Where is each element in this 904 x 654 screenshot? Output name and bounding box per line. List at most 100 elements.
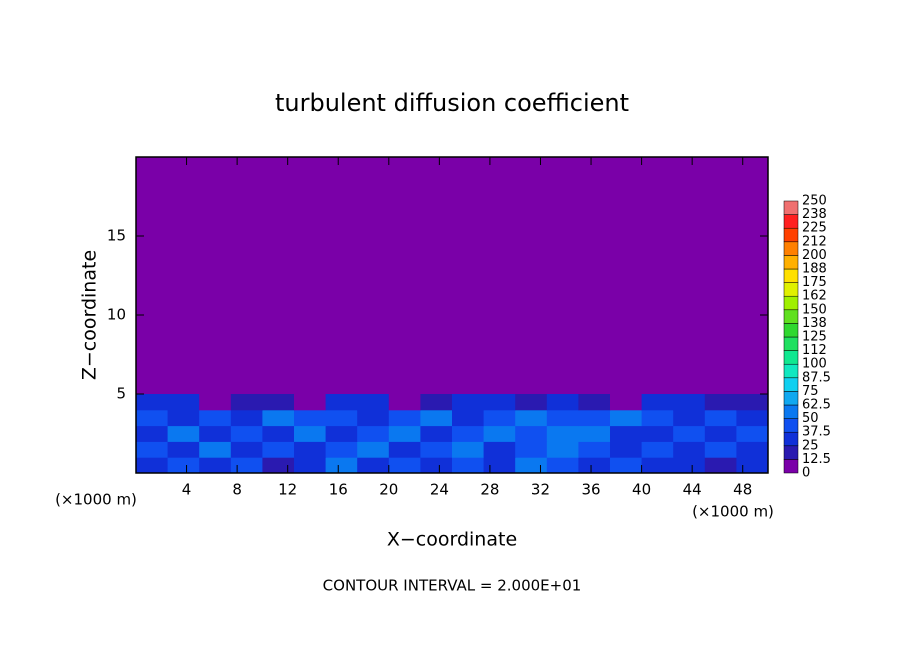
contour-cell [325,425,358,442]
colorbar-label: 150 [802,302,827,317]
contour-cell [578,457,611,474]
unit-label: (×1000 m) [692,503,774,521]
contour-cell [578,441,611,458]
colorbar-label: 100 [802,357,827,372]
contour-cell [483,409,516,427]
contour-cell [420,457,453,474]
contour-cell [641,409,674,427]
contour-cell [483,441,516,458]
colorbar-swatch [783,350,799,365]
contour-cell [610,441,643,458]
colorbar-swatch [783,445,799,460]
colorbar-swatch [783,241,799,256]
contour-cell [578,394,611,411]
contour-cell [578,425,611,442]
contour-cell [452,394,485,411]
contour-cell [294,409,327,427]
x-tick-label: 36 [581,481,600,499]
contour-cell [325,394,358,411]
x-tick-label: 12 [278,481,297,499]
contour-cell [452,441,485,458]
contour-cell [325,441,358,458]
contour-cell [704,409,737,427]
contour-cell [136,425,169,442]
contour-cell [230,394,263,411]
contour-cell [483,457,516,474]
contour-cell [357,441,390,458]
contour-cell [483,394,516,411]
colorbar-label: 200 [802,248,827,263]
colorbar-label: 50 [802,411,819,426]
y-tick-label: 15 [107,227,126,245]
contour-cell [452,409,485,427]
x-tick-label: 44 [683,481,702,499]
contour-cell [388,409,421,427]
contour-cell [199,441,232,458]
colorbar-label: 125 [802,330,827,345]
contour-cell [736,409,769,427]
contour-cell [167,394,200,411]
x-axis-label: X−coordinate [387,529,517,551]
x-tick-label: 8 [232,481,242,499]
contour-cell [136,441,169,458]
colorbar-label: 12.5 [802,452,831,467]
colorbar-label: 37.5 [802,425,831,440]
contour-cell [704,441,737,458]
contour-cell [167,425,200,442]
contour-cell [515,425,548,442]
contour-cell [262,394,295,411]
contour-cell [641,457,674,474]
contour-cell [262,409,295,427]
contour-cell [388,425,421,442]
colorbar-swatch [783,391,799,406]
contour-cell [673,441,706,458]
chart-title: turbulent diffusion coefficient [275,89,629,117]
contour-cell [230,409,263,427]
contour-cell [420,425,453,442]
colorbar-swatch [783,418,799,433]
contour-cell [515,441,548,458]
contour-cell [262,425,295,442]
contour-cell [199,409,232,427]
contour-cell [357,425,390,442]
contour-cell [673,409,706,427]
contour-cell [136,409,169,427]
contour-cell [610,425,643,442]
colorbar-swatch [783,268,799,283]
y-tick-label: 5 [116,385,126,403]
x-tick-label: 16 [329,481,348,499]
colorbar-swatch [783,459,799,474]
colorbar-label: 0 [802,466,810,481]
contour-cell [515,457,548,474]
contour-cell [546,457,579,474]
colorbar-swatch [783,309,799,324]
contour-cell [641,441,674,458]
contour-cell [294,425,327,442]
x-tick-label: 40 [632,481,651,499]
colorbar-swatch [783,214,799,229]
contour-cell [483,425,516,442]
colorbar-label: 25 [802,438,819,453]
contour-cell [325,457,358,474]
colorbar-swatch [783,227,799,243]
contour-cell [641,394,674,411]
contour-cell [262,457,295,474]
footer-note: CONTOUR INTERVAL = 2.000E+01 [323,577,582,595]
colorbar-label: 175 [802,275,827,290]
contour-cell [452,457,485,474]
contour-cell [673,457,706,474]
x-tick-label: 20 [379,481,398,499]
contour-cell [736,425,769,442]
contour-cell [136,457,169,474]
colorbar-swatch [783,282,799,297]
contour-cell [610,409,643,427]
colorbar-swatch [783,363,799,379]
contour-cell [136,394,169,411]
colorbar-swatch [783,431,799,447]
colorbar-label: 87.5 [802,370,831,385]
contour-cell [294,457,327,474]
contour-cell [357,457,390,474]
contour-cell [515,394,548,411]
colorbar-swatch [783,336,799,351]
